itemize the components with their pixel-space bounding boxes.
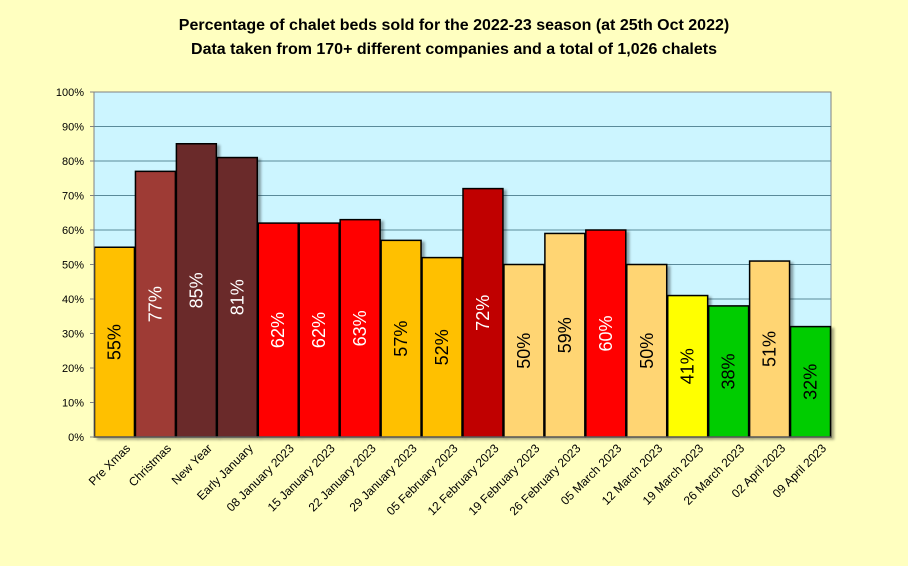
data-label: 50%	[637, 333, 657, 369]
bar	[585, 229, 627, 438]
bar	[707, 305, 750, 438]
bar	[339, 218, 381, 438]
data-label: 32%	[801, 364, 821, 400]
bar	[626, 263, 668, 438]
bar	[134, 170, 177, 438]
chart-subtitle: Data taken from 170+ different companies…	[191, 41, 717, 58]
y-tick-label: 100%	[56, 87, 84, 99]
bar	[462, 187, 504, 438]
data-label: 57%	[391, 321, 411, 357]
data-label: 55%	[104, 324, 124, 360]
data-label: 85%	[186, 272, 206, 308]
bar	[503, 263, 545, 438]
data-label: 59%	[555, 317, 575, 353]
bar	[257, 222, 299, 438]
x-tick-label: Christmas	[126, 441, 174, 489]
y-tick-label: 90%	[62, 122, 84, 134]
x-tick-label: Pre Xmas	[86, 441, 133, 488]
data-label: 52%	[432, 329, 452, 365]
data-label: 60%	[596, 315, 616, 351]
data-label: 72%	[473, 295, 493, 331]
x-tick-label: 12 February 2023	[425, 441, 502, 518]
x-tick-label: 05 February 2023	[384, 441, 461, 518]
x-tick-label: 26 February 2023	[507, 441, 584, 518]
bar	[666, 294, 709, 438]
data-label: 51%	[760, 331, 780, 367]
y-tick-label: 10%	[62, 398, 84, 410]
data-label: 50%	[514, 333, 534, 369]
bar	[93, 246, 136, 438]
data-label: 38%	[719, 353, 739, 389]
bar	[175, 143, 218, 438]
data-label: 63%	[350, 310, 370, 346]
y-tick-label: 80%	[62, 156, 84, 168]
chart-title-block: Percentage of chalet beds sold for the 2…	[0, 14, 908, 62]
bar	[380, 239, 422, 438]
y-tick-label: 70%	[62, 191, 84, 203]
y-tick-label: 30%	[62, 329, 84, 341]
data-label: 81%	[227, 279, 247, 315]
y-tick-label: 20%	[62, 363, 84, 375]
y-tick-label: 50%	[62, 260, 84, 272]
data-label: 62%	[268, 312, 288, 348]
y-tick-label: 40%	[62, 294, 84, 306]
x-tick-label: 19 February 2023	[466, 441, 543, 518]
data-label: 41%	[678, 348, 698, 384]
y-tick-label: 60%	[62, 225, 84, 237]
data-label: 77%	[145, 286, 165, 322]
y-tick-label: 0%	[68, 432, 84, 444]
chart-title: Percentage of chalet beds sold for the 2…	[178, 17, 730, 34]
bar	[748, 260, 791, 438]
bar	[544, 232, 586, 438]
bar	[421, 256, 463, 438]
bar	[298, 222, 340, 438]
data-label: 62%	[309, 312, 329, 348]
bar	[216, 156, 259, 438]
